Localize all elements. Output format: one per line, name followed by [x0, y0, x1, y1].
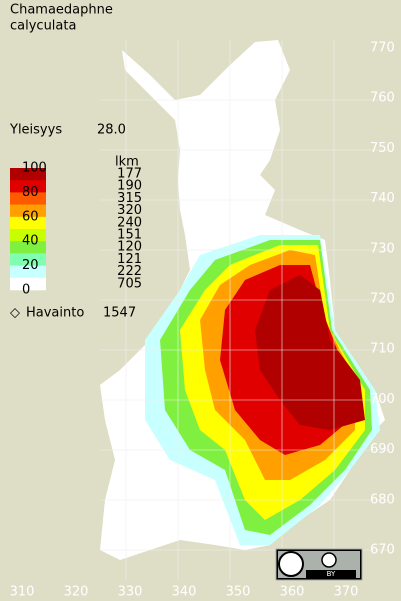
- x-coordinate-label: 360: [280, 585, 305, 600]
- scale-label: 0: [22, 283, 30, 298]
- y-coordinate-label: 750: [370, 141, 395, 156]
- grid: [100, 40, 390, 580]
- observation-label: Havainto: [26, 306, 84, 321]
- by-logo: [321, 552, 337, 568]
- count-label: 151: [117, 228, 142, 243]
- frequency-value: 28.0: [97, 123, 126, 138]
- x-coordinate-label: 330: [118, 585, 143, 600]
- count-label: 705: [117, 276, 142, 291]
- color-swatch: [10, 180, 46, 193]
- x-coordinate-label: 320: [64, 585, 89, 600]
- species-name: calyculata: [10, 19, 76, 34]
- scale-label: 60: [22, 209, 39, 224]
- count-label: 177: [117, 167, 142, 182]
- count-label: 320: [117, 203, 142, 218]
- badge-text: BY: [327, 570, 336, 578]
- legend: 100 80 60 40 20 0 1771903153202401511201212227…: [10, 161, 142, 298]
- x-coordinate-label: 350: [226, 585, 251, 600]
- y-coordinate-label: 710: [370, 342, 395, 357]
- color-swatch: [10, 229, 46, 242]
- grid-lines: [100, 40, 390, 580]
- color-swatch: [10, 265, 46, 279]
- count-label: 315: [117, 191, 142, 206]
- scale-label: 100: [22, 161, 47, 176]
- y-coordinate-label: 680: [370, 492, 395, 507]
- y-coordinate-label: 740: [370, 191, 395, 206]
- observation-count: 1547: [103, 306, 136, 321]
- color-swatch: [10, 204, 46, 218]
- y-coordinate-label: 760: [370, 91, 395, 106]
- color-swatch: [10, 216, 46, 230]
- x-coordinate-label: 370: [334, 585, 359, 600]
- y-coordinate-label: 720: [370, 292, 395, 307]
- color-swatch: [10, 241, 46, 254]
- y-coordinate-label: 700: [370, 392, 395, 407]
- zone-darkred: [255, 275, 365, 430]
- y-coordinate-label: 770: [370, 41, 395, 56]
- color-swatch: [10, 277, 46, 291]
- count-label: 190: [117, 179, 142, 194]
- count-label: 121: [117, 252, 142, 267]
- x-coordinate-label: 340: [172, 585, 197, 600]
- color-swatch: [10, 253, 46, 266]
- observation-marker: ◇: [10, 306, 20, 321]
- y-coordinate-label: 690: [370, 442, 395, 457]
- cc-badge: BY: [275, 548, 363, 581]
- cc-logo: [278, 551, 304, 577]
- color-swatch: [10, 192, 46, 205]
- x-coordinate-label: 310: [10, 585, 35, 600]
- scale-label: 20: [22, 258, 39, 273]
- color-swatch: [10, 168, 46, 181]
- count-label: 240: [117, 215, 142, 230]
- scale-label: 40: [22, 234, 39, 249]
- map-area: [100, 40, 390, 580]
- y-coordinate-label: 670: [370, 543, 395, 558]
- count-label: 222: [117, 264, 142, 279]
- frequency-label: Yleisyys: [9, 123, 62, 138]
- count-header: lkm: [115, 155, 139, 170]
- y-coordinate-label: 730: [370, 241, 395, 256]
- by-bar: [306, 570, 356, 578]
- scale-label: 80: [22, 185, 39, 200]
- species-name: Chamaedaphne: [10, 3, 113, 18]
- count-label: 120: [117, 240, 142, 255]
